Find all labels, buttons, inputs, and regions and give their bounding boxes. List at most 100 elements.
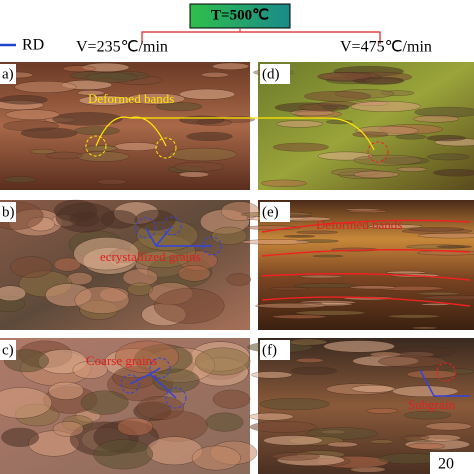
grain	[283, 234, 316, 238]
grain	[53, 257, 82, 272]
panel-label: c)	[2, 342, 14, 358]
grain	[72, 361, 108, 379]
grain	[290, 366, 338, 375]
marker-circle	[436, 362, 456, 382]
grain	[387, 314, 440, 319]
marker-circle	[135, 217, 157, 239]
label-box	[0, 64, 16, 84]
grain	[271, 452, 320, 461]
grain	[295, 310, 366, 316]
grain	[74, 126, 120, 136]
grain	[177, 265, 211, 282]
grain	[411, 326, 438, 330]
leader-line	[419, 369, 470, 397]
leader-line	[145, 225, 212, 247]
grain	[392, 385, 459, 398]
annotation: Deformed bands	[88, 91, 174, 106]
grain	[45, 151, 83, 160]
grain	[96, 178, 128, 185]
grain	[295, 357, 324, 363]
grain	[407, 442, 446, 450]
grain	[174, 161, 225, 172]
grain	[406, 369, 457, 379]
grain	[395, 134, 427, 140]
panel-label: (f)	[262, 342, 277, 358]
grain	[436, 245, 473, 249]
grain	[212, 62, 250, 70]
leader-line	[95, 116, 375, 151]
grain	[425, 422, 472, 431]
panel-label: a)	[2, 66, 14, 82]
grain	[367, 224, 423, 229]
grain	[259, 397, 330, 411]
grain	[74, 286, 130, 314]
grain	[263, 435, 323, 446]
grain	[14, 80, 77, 94]
grain	[195, 347, 251, 376]
grain	[205, 412, 244, 432]
marker-circle	[85, 135, 107, 157]
temperature: T=500℃	[211, 7, 269, 23]
grain	[249, 421, 317, 433]
annotation: Deformed bands	[316, 217, 402, 232]
grain	[240, 239, 311, 245]
label-box	[260, 340, 290, 360]
grain	[168, 147, 238, 162]
bracket	[141, 31, 381, 44]
label-box	[260, 202, 290, 222]
marker-circle	[120, 374, 140, 394]
grain	[423, 295, 474, 301]
grain	[350, 100, 422, 112]
grain	[179, 88, 236, 100]
grain	[427, 153, 470, 161]
grain	[211, 226, 248, 245]
scale-bar-label: 20	[438, 456, 454, 473]
grain	[366, 408, 399, 414]
grain	[226, 273, 252, 286]
grain	[327, 441, 359, 448]
grain	[73, 237, 140, 271]
grain	[9, 256, 53, 278]
grain	[296, 230, 339, 235]
grain	[344, 208, 381, 212]
marker-circle	[149, 357, 171, 379]
grain	[261, 179, 307, 187]
temperature-box	[189, 3, 291, 29]
rate-right: V=475℃/min	[340, 39, 432, 56]
grain	[349, 285, 397, 290]
marker-circle	[155, 137, 177, 159]
band-outline	[261, 219, 471, 307]
label-box	[260, 64, 290, 84]
grain	[0, 387, 53, 419]
grain	[179, 115, 225, 125]
panel-label: b)	[2, 204, 15, 220]
grain	[200, 71, 230, 78]
marker-circle	[367, 141, 389, 163]
grain	[82, 145, 118, 153]
grain	[408, 227, 465, 232]
grain	[186, 131, 233, 141]
grain	[178, 171, 210, 178]
grain	[369, 439, 395, 444]
grain	[312, 254, 344, 258]
grain	[255, 302, 327, 309]
grain	[271, 314, 327, 319]
grain	[317, 72, 371, 81]
grain	[322, 104, 350, 110]
grain	[114, 142, 159, 151]
grain	[417, 232, 474, 239]
scale-bar-box	[430, 452, 474, 474]
grain	[0, 95, 48, 105]
grain	[127, 282, 154, 296]
grain	[251, 371, 293, 379]
grain	[0, 285, 27, 302]
grain	[352, 131, 389, 138]
grain	[52, 112, 123, 126]
grain	[77, 90, 105, 96]
grain	[293, 283, 357, 289]
grain	[62, 65, 96, 73]
grain	[153, 287, 225, 324]
grain	[400, 435, 430, 441]
grain	[299, 274, 344, 279]
